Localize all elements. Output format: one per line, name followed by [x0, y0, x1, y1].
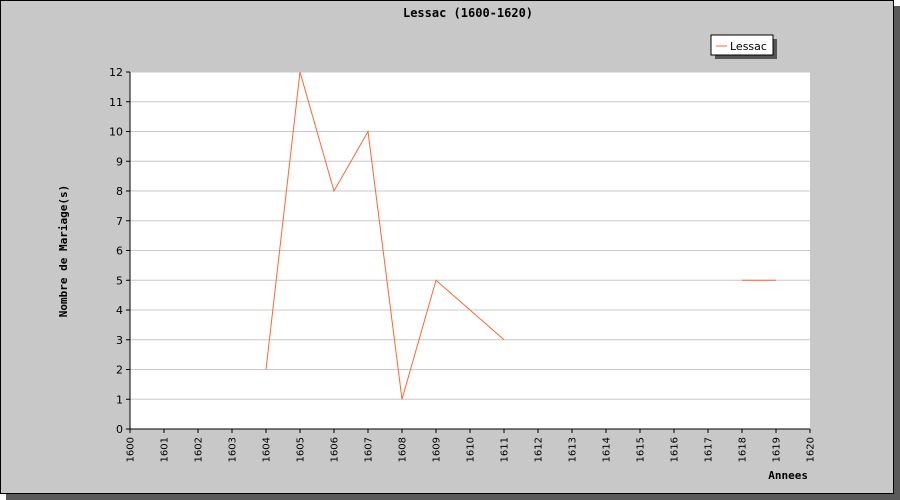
x-tick-label: 1600: [126, 437, 137, 462]
y-tick-label: 3: [116, 334, 123, 347]
y-tick-label: 2: [116, 364, 123, 377]
y-tick-label: 7: [116, 215, 123, 228]
x-tick-label: 1616: [670, 437, 681, 462]
y-tick-label: 4: [116, 304, 123, 317]
y-axis-label: Nombre de Mariage(s): [57, 185, 70, 317]
x-tick-label: 1605: [296, 437, 307, 462]
legend: Lessac: [710, 34, 777, 59]
axes: [126, 71, 811, 433]
x-tick-label: 1615: [636, 437, 647, 462]
x-tick-label: 1601: [160, 437, 171, 462]
x-tick-label: 1603: [228, 437, 239, 462]
x-tick-label: 1613: [568, 437, 579, 462]
grid-lines: [130, 71, 810, 400]
legend-label-lessac: Lessac: [730, 40, 767, 53]
x-tick-label: 1609: [432, 437, 443, 462]
y-tick-label: 11: [109, 96, 123, 109]
series-lines: [265, 71, 776, 400]
x-tick-label: 1610: [466, 437, 477, 462]
series-line-lessac: [265, 71, 505, 400]
x-tick-label: 1620: [806, 437, 817, 462]
y-tick-label: 9: [116, 155, 123, 168]
x-tick-label: 1604: [262, 437, 273, 462]
y-tick-label: 5: [116, 274, 123, 287]
x-axis-label: Annees: [768, 469, 808, 482]
y-tick-label: 6: [116, 245, 123, 258]
x-tick-label: 1608: [398, 437, 409, 462]
y-tick-label: 0: [116, 423, 123, 436]
x-tick-label: 1606: [330, 437, 341, 462]
x-tick-label: 1611: [500, 437, 511, 462]
x-tick-label: 1602: [194, 437, 205, 462]
y-tick-label: 8: [116, 185, 123, 198]
y-tick-label: 12: [109, 66, 123, 79]
y-tick-label: 10: [109, 126, 123, 139]
y-tick-label: 1: [116, 393, 123, 406]
x-tick-label: 1607: [364, 437, 375, 462]
x-tick-label: 1617: [704, 437, 715, 462]
x-tick-label: 1619: [772, 437, 783, 462]
chart-title: Lessac (1600-1620): [403, 6, 533, 20]
x-tick-labels: 1600 1601 1602 1603 1604 1605 1606 1607 1608 1609…: [126, 437, 817, 462]
x-tick-label: 1618: [738, 437, 749, 462]
x-tick-label: 1614: [602, 437, 613, 462]
x-tick-label: 1612: [534, 437, 545, 462]
legend-box: [710, 34, 774, 56]
